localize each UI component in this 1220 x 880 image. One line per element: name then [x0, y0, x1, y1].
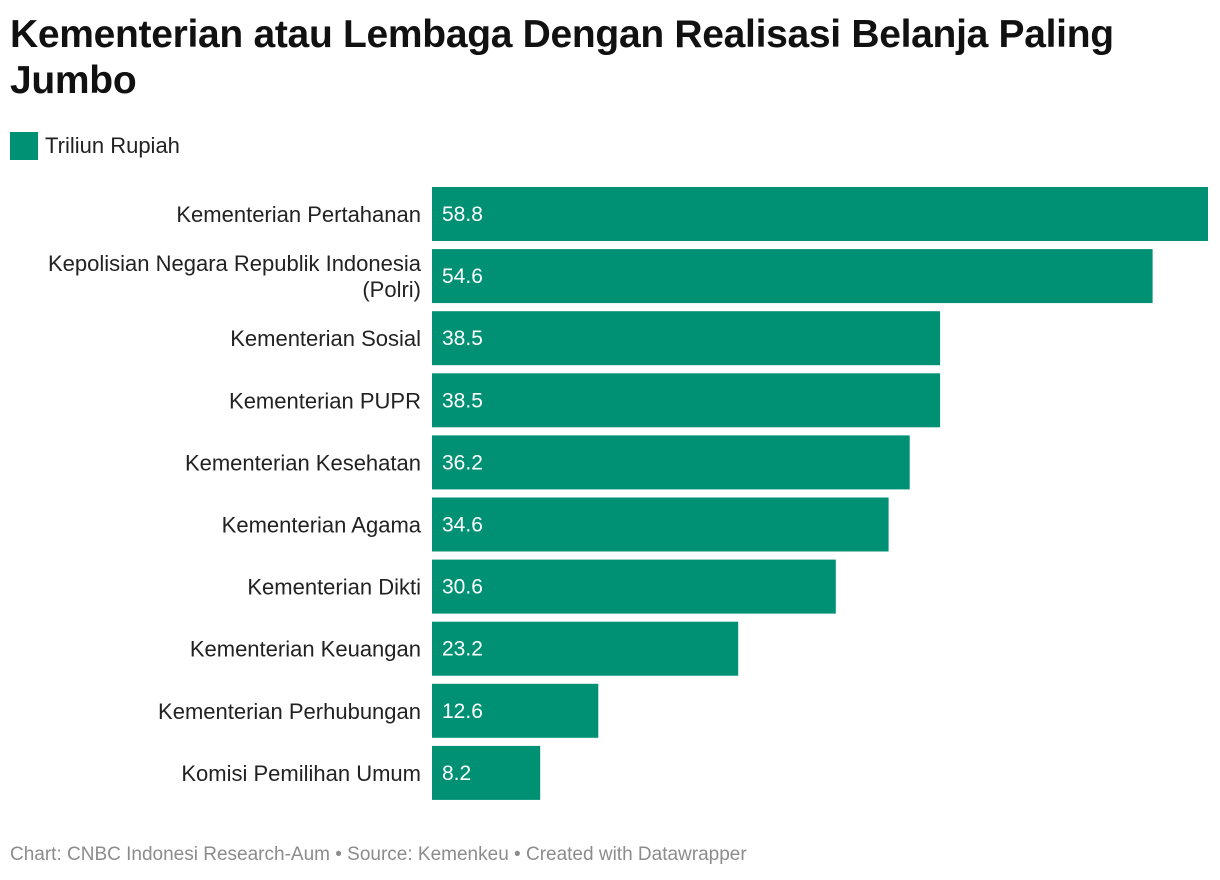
- bar-value-label-5: 34.6: [442, 514, 483, 537]
- category-label-4: Kementerian Kesehatan: [185, 450, 421, 475]
- bar-value-label-4: 36.2: [442, 451, 483, 474]
- legend-swatch: [10, 132, 38, 160]
- bar-9: [432, 745, 541, 800]
- bar-7: [432, 621, 739, 676]
- bar-value-label-0: 58.8: [442, 203, 483, 226]
- bar-4: [432, 435, 910, 490]
- category-label-5: Kementerian Agama: [222, 513, 422, 538]
- category-label-0: Kementerian Pertahanan: [176, 202, 421, 227]
- category-label-1-line-0: Kepolisian Negara Republik Indonesia: [48, 251, 422, 276]
- bar-value-label-1: 54.6: [442, 265, 483, 288]
- bar-chart: 58.8 Kementerian Pertahanan 54.6 Kepolisian…: [48, 187, 1208, 800]
- chart-title: Kementerian atau Lembaga Dengan Realisas…: [10, 13, 1114, 102]
- bar-5: [432, 497, 889, 552]
- bar-value-label-6: 30.6: [442, 576, 483, 599]
- category-label-8: Kementerian Perhubungan: [158, 699, 421, 724]
- bar-8: [432, 683, 599, 738]
- category-label-7: Kementerian Keuangan: [190, 637, 421, 662]
- chart-footer: Chart: CNBC Indonesi Research-Aum • Sour…: [10, 844, 747, 865]
- bar-value-label-9: 8.2: [442, 762, 471, 785]
- category-label-9: Komisi Pemilihan Umum: [181, 761, 421, 786]
- bar-1: [432, 249, 1153, 304]
- category-label-1-line-1: (Polri): [362, 277, 421, 302]
- category-label-3: Kementerian PUPR: [229, 388, 421, 413]
- bar-value-label-8: 12.6: [442, 700, 483, 723]
- bar-value-label-7: 23.2: [442, 638, 483, 661]
- bar-6: [432, 559, 836, 614]
- bar-value-label-3: 38.5: [442, 389, 483, 412]
- legend-label: Triliun Rupiah: [45, 133, 180, 158]
- category-label-2: Kementerian Sosial: [230, 326, 421, 351]
- bar-value-label-2: 38.5: [442, 327, 483, 350]
- category-label-6: Kementerian Dikti: [247, 575, 421, 600]
- bar-0: [432, 187, 1208, 241]
- bar-3: [432, 373, 941, 428]
- bar-2: [432, 311, 941, 366]
- chart-legend: Triliun Rupiah: [10, 131, 180, 161]
